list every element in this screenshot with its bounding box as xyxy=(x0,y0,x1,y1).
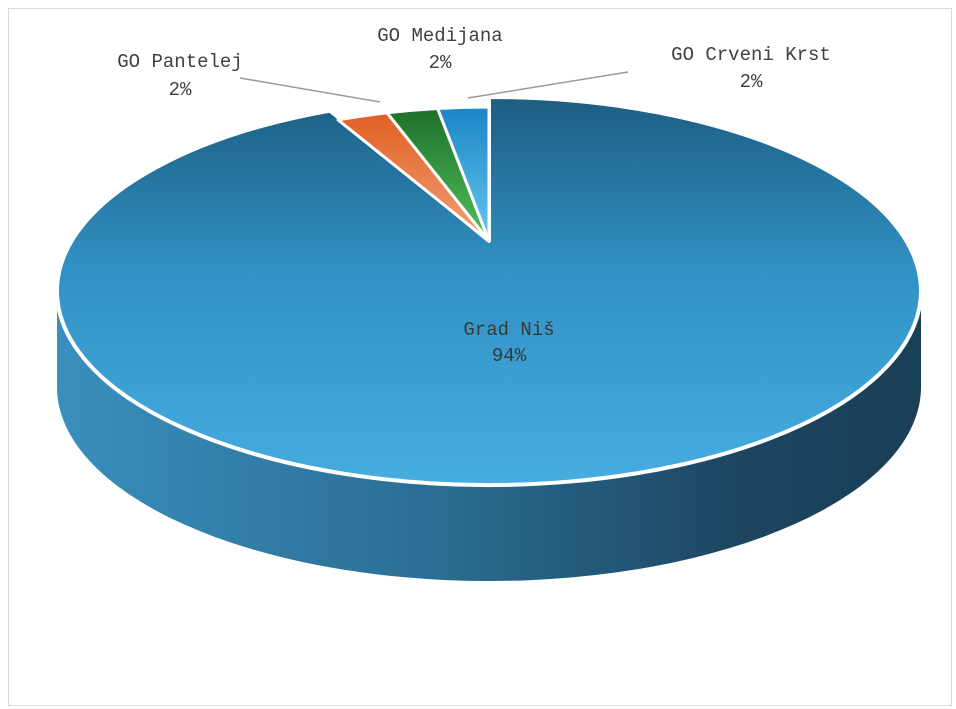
label-go-crveni-krst-name: GO Crveni Krst xyxy=(671,44,831,66)
pie-slice-go-crveni-krst xyxy=(436,105,491,243)
label-go-crveni-krst-percent: 2% xyxy=(740,71,763,93)
label-go-pantelej-percent: 2% xyxy=(169,79,192,101)
label-grad-nis-percent: 94% xyxy=(492,345,527,367)
label-go-medijana-percent: 2% xyxy=(429,52,452,74)
label-go-medijana-name: GO Medijana xyxy=(377,25,502,47)
pie-slice-side-grad-nis xyxy=(57,291,921,581)
pie-slice-grad-nis xyxy=(55,95,923,487)
leader-go-crveni-krst xyxy=(467,71,629,99)
label-grad-nis-name: Grad Niš xyxy=(463,319,554,341)
label-go-pantelej-name: GO Pantelej xyxy=(117,51,242,73)
leader-go-pantelej xyxy=(239,77,381,103)
